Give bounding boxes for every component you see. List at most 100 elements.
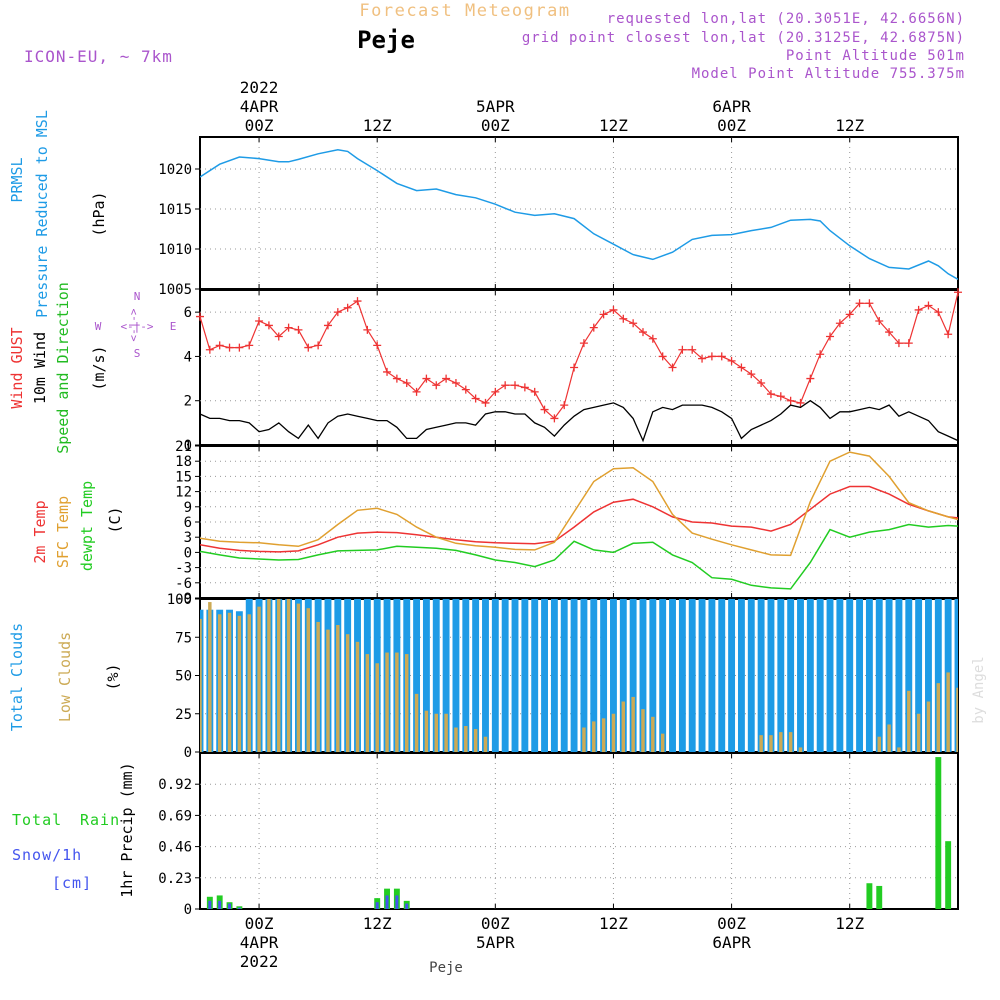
top-time-label: 12Z — [363, 116, 392, 135]
y-tick-label: 4 — [184, 349, 192, 365]
total-cloud-bar — [452, 599, 460, 752]
cloud-unit-label: (%) — [104, 663, 122, 690]
panel-frame — [199, 445, 959, 599]
gust-marker — [274, 332, 283, 341]
gust-marker — [373, 341, 382, 350]
low-cloud-bar — [414, 693, 419, 752]
total-cloud-bar — [531, 599, 539, 752]
total-cloud-bar — [728, 599, 736, 752]
bottom-time-label: 2022 — [240, 952, 279, 971]
y-tick-label: -6 — [175, 576, 192, 592]
gust-marker — [648, 334, 657, 343]
gust-marker — [737, 363, 746, 372]
gust-marker — [727, 356, 736, 365]
gust-marker — [245, 341, 254, 350]
y-tick-label: 1020 — [158, 162, 192, 178]
pressure-line — [200, 149, 958, 281]
gust-marker — [599, 310, 608, 319]
snow-bar — [395, 895, 399, 909]
low-cloud-bar — [444, 713, 448, 752]
low-cloud-bar — [956, 687, 958, 752]
forecast-title: Forecast Meteogram — [359, 1, 570, 21]
total-cloud-bar — [708, 599, 716, 752]
gust-marker — [196, 312, 204, 321]
y-tick-label: 1015 — [158, 202, 192, 218]
gust-marker — [796, 398, 805, 407]
total-cloud-bar — [698, 599, 706, 752]
y-tick-label: 0.46 — [158, 840, 192, 856]
gust-line — [200, 292, 958, 420]
model-name: ICON-EU, ~ 7km — [24, 47, 173, 66]
requested-coordinates: requested lon,lat (20.3051E, 42.6656N) — [607, 11, 965, 27]
temp-2m-line — [200, 485, 958, 553]
low-cloud-bar — [424, 710, 429, 752]
compass-north: N — [134, 290, 141, 303]
top-time-label: 12Z — [599, 116, 628, 135]
location-title: Peje — [357, 26, 415, 54]
pressure-unit-label: (hPa) — [90, 191, 108, 236]
temp-unit-label: (C) — [106, 506, 124, 533]
top-time-label: 12Z — [835, 116, 864, 135]
low-cloud-bar — [926, 701, 931, 752]
total-cloud-bar — [590, 599, 598, 752]
bottom-time-label: 4APR — [240, 933, 279, 952]
gust-marker — [215, 341, 224, 350]
gust-marker — [776, 392, 785, 401]
gust-marker — [363, 325, 372, 334]
gust-marker — [314, 341, 323, 350]
snow-bar — [228, 903, 232, 909]
low-cloud-bar — [375, 663, 379, 752]
total-cloud-bar — [200, 609, 204, 752]
total-cloud-bar — [806, 599, 814, 752]
gust-marker — [343, 303, 352, 312]
y-tick-label: 12 — [175, 485, 192, 501]
precip-total-label: Total — [12, 811, 62, 829]
y-tick-label: -3 — [175, 561, 192, 577]
top-time-label: 6APR — [712, 97, 751, 116]
gust-marker — [589, 323, 598, 332]
y-tick-label: 15 — [175, 469, 192, 485]
low-cloud-bar — [779, 732, 783, 752]
snow-bar — [218, 900, 222, 909]
pressure-label-msl: Pressure Reduced to MSL — [33, 110, 51, 318]
total-cloud-bar — [797, 599, 804, 752]
total-cloud-bar — [836, 599, 844, 752]
gust-marker — [560, 401, 569, 410]
y-tick-label: 2 — [184, 394, 192, 410]
y-tick-label: 18 — [175, 454, 192, 470]
gust-marker — [688, 345, 697, 354]
gust-marker — [717, 352, 726, 361]
total-cloud-bar — [659, 599, 667, 752]
snow-bar — [405, 903, 409, 909]
gust-marker — [678, 345, 687, 354]
gust-marker — [323, 321, 332, 330]
gust-marker — [845, 310, 854, 319]
gust-marker — [579, 339, 588, 348]
low-cloud-bar — [434, 713, 438, 752]
total-cloud-bar — [541, 599, 548, 752]
total-cloud-bar — [442, 599, 450, 752]
gust-marker — [904, 339, 913, 348]
total-cloud-bar — [521, 599, 529, 752]
total-cloud-bar — [846, 599, 854, 752]
panel-frame — [199, 136, 959, 290]
y-tick-label: 6 — [184, 515, 192, 531]
total-cloud-bar — [954, 599, 958, 752]
total-cloud-bar — [669, 599, 676, 752]
total-cloud-bar — [491, 599, 499, 752]
bottom-time-label: 00Z — [717, 914, 746, 933]
gust-marker — [461, 385, 470, 394]
panel-frame — [199, 289, 959, 446]
top-time-label: 5APR — [476, 97, 515, 116]
gust-marker — [225, 343, 234, 352]
point-altitude: Point Altitude 501m — [786, 48, 965, 64]
total-cloud-bar — [570, 599, 578, 752]
rain-bar — [236, 906, 243, 909]
gust-marker — [471, 394, 480, 403]
cloud-panel-labels: Total Clouds Low Clouds (%) — [8, 623, 122, 731]
wind-10m-label: 10m Wind — [31, 332, 49, 404]
gust-marker — [205, 345, 214, 354]
gust-marker — [619, 314, 628, 323]
panel-pressure: 1005 1010 1015 1020 — [158, 136, 959, 298]
low-cloud-bar — [916, 713, 921, 752]
